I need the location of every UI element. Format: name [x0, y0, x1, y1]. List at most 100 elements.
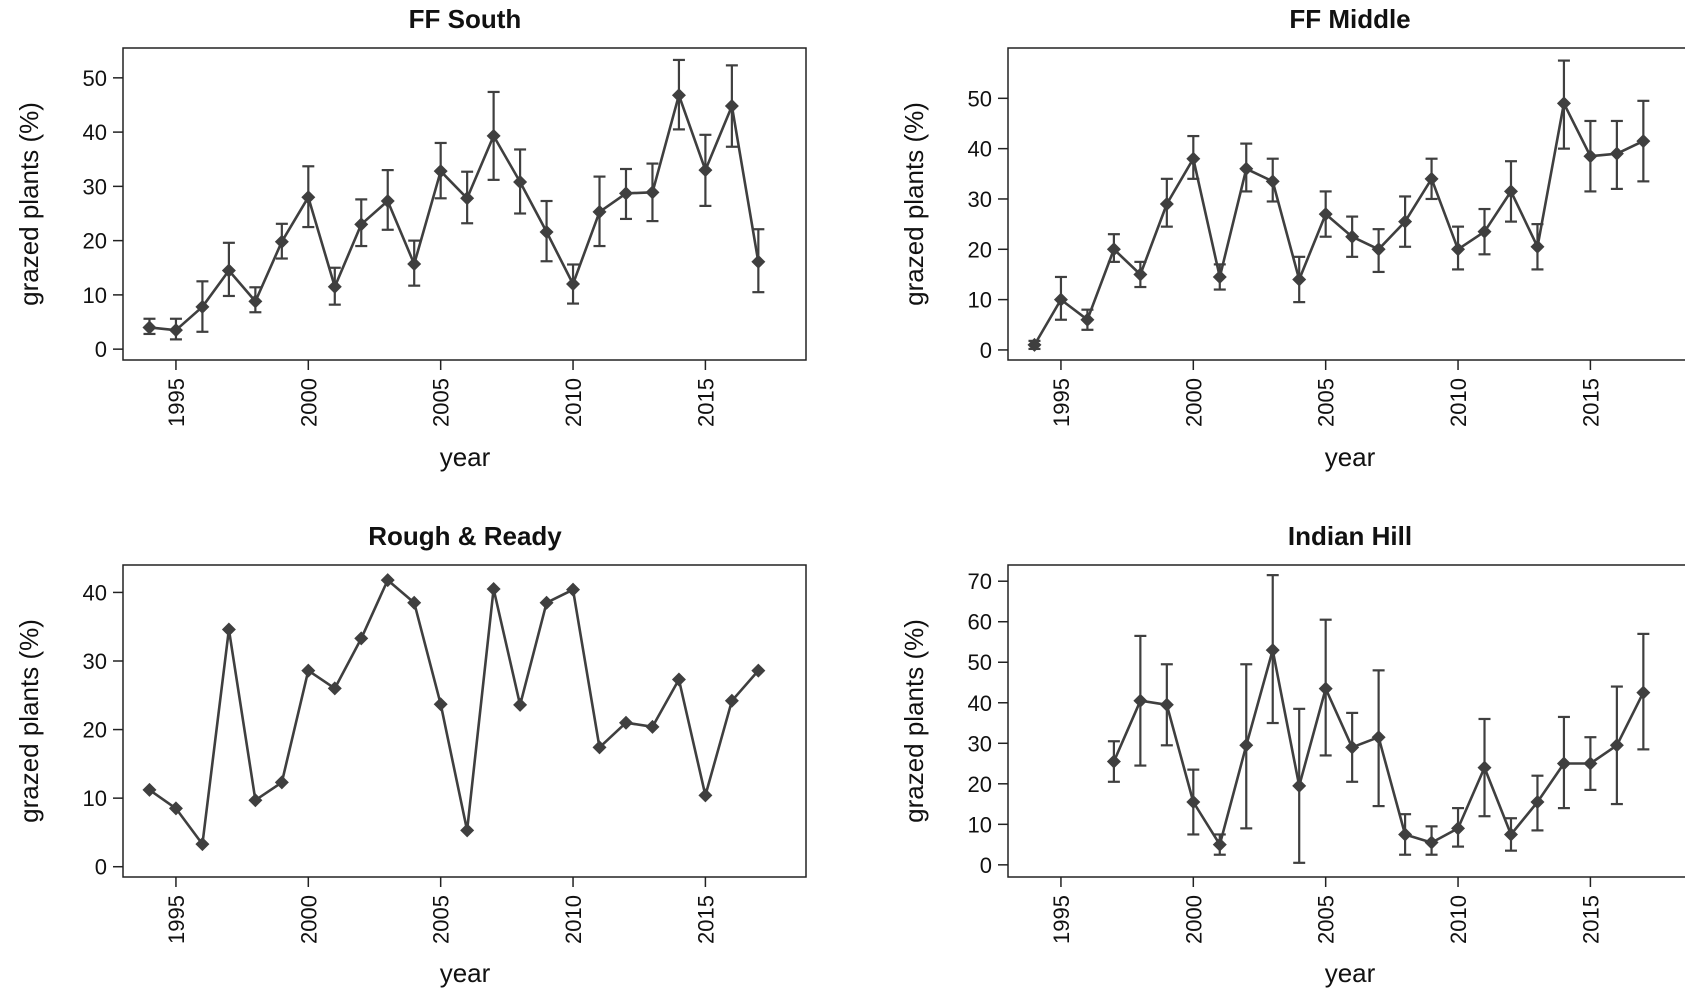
- series-layer: [142, 58, 766, 341]
- y-tick-label: 30: [83, 174, 107, 199]
- data-point: [513, 697, 528, 712]
- data-point: [1133, 693, 1148, 708]
- data-point: [1424, 835, 1439, 850]
- y-tick-label: 10: [968, 812, 992, 837]
- data-point: [1159, 697, 1174, 712]
- plot-frame: [122, 564, 807, 878]
- x-tick-label: 2010: [1446, 378, 1471, 427]
- y-tick-label: 10: [83, 283, 107, 308]
- y-tick-label: 40: [968, 691, 992, 716]
- x-axis: 1995 2000 2005 2010 2015: [164, 360, 718, 427]
- data-point: [1371, 242, 1386, 257]
- panel-rough-and-ready: Rough & Ready 1995 2000 2005 2010 2015 0 10 20…: [14, 521, 807, 988]
- y-tick-label: 20: [968, 237, 992, 262]
- data-point: [724, 693, 739, 708]
- data-point: [1530, 795, 1545, 810]
- series-layer: [142, 573, 766, 852]
- y-axis: 0 10 20 30 40 50 60 70: [968, 569, 1008, 878]
- data-point: [327, 681, 342, 696]
- x-tick-label: 2005: [1314, 895, 1339, 944]
- data-point: [1503, 184, 1518, 199]
- y-tick-label: 20: [83, 229, 107, 254]
- panel-ff-south: FF South 1995 2000 2005 2010 2015 0 10 20 30 40 5…: [14, 4, 807, 472]
- x-axis: 1995 2000 2005 2010 2015: [1049, 877, 1603, 944]
- data-point: [1292, 272, 1307, 287]
- data-point: [248, 793, 263, 808]
- data-point: [1265, 174, 1280, 189]
- data-point: [1609, 146, 1624, 161]
- data-point: [1477, 760, 1492, 775]
- data-point: [486, 128, 501, 143]
- y-tick-label: 60: [968, 610, 992, 635]
- y-tick-label: 30: [968, 731, 992, 756]
- data-point: [460, 823, 475, 838]
- data-point: [1318, 681, 1333, 696]
- x-tick-label: 1995: [164, 378, 189, 427]
- panel-indian-hill: Indian Hill 1995 2000 2005 2010 2015 0 10 20 30…: [899, 521, 1685, 988]
- x-tick-label: 2000: [1181, 895, 1206, 944]
- x-axis-label: year: [440, 958, 491, 988]
- x-tick-label: 2010: [1446, 895, 1471, 944]
- y-tick-label: 50: [968, 86, 992, 111]
- data-point: [1106, 242, 1121, 257]
- data-point: [1556, 96, 1571, 111]
- y-axis: 0 10 20 30 40: [83, 580, 123, 880]
- series-line: [148, 578, 760, 846]
- data-point: [1318, 207, 1333, 222]
- y-tick-label: 50: [968, 650, 992, 675]
- data-point: [1609, 738, 1624, 753]
- data-point: [380, 573, 395, 588]
- data-point: [1583, 149, 1598, 164]
- data-point: [1556, 756, 1571, 771]
- x-axis-label: year: [440, 442, 491, 472]
- y-tick-label: 0: [95, 337, 107, 362]
- data-point: [566, 582, 581, 597]
- data-point: [301, 663, 316, 678]
- data-point: [486, 582, 501, 596]
- data-point: [539, 224, 554, 239]
- data-point: [1239, 161, 1254, 176]
- y-tick-label: 10: [968, 288, 992, 313]
- data-point: [1159, 197, 1174, 211]
- y-axis-label: grazed plants (%): [899, 102, 929, 306]
- data-point: [618, 715, 633, 730]
- data-point: [354, 217, 369, 232]
- y-tick-label: 20: [968, 772, 992, 797]
- data-point: [407, 595, 422, 610]
- data-point: [1239, 738, 1254, 753]
- x-tick-label: 2005: [429, 378, 454, 427]
- data-point: [539, 595, 554, 610]
- data-point: [274, 775, 289, 790]
- data-point: [1398, 827, 1413, 842]
- x-tick-label: 2005: [429, 895, 454, 944]
- data-point: [671, 672, 686, 687]
- data-point: [248, 294, 263, 309]
- data-point: [142, 782, 157, 797]
- panel-ff-middle: FF Middle 1995 2000 2005 2010 2015 0 10 20 30 40…: [899, 4, 1685, 472]
- chart-title: Indian Hill: [1288, 521, 1412, 551]
- data-point: [592, 204, 607, 219]
- chart-title: Rough & Ready: [368, 521, 562, 551]
- data-point: [1636, 685, 1651, 700]
- data-point: [1371, 730, 1386, 745]
- data-point: [724, 99, 739, 114]
- data-point: [1186, 151, 1201, 166]
- data-point: [1530, 239, 1545, 254]
- data-point: [645, 185, 660, 200]
- x-tick-label: 2015: [1578, 378, 1603, 427]
- data-point: [1080, 312, 1095, 327]
- x-tick-label: 2010: [561, 895, 586, 944]
- data-point: [327, 279, 342, 294]
- data-point: [1451, 821, 1466, 836]
- x-tick-label: 1995: [164, 895, 189, 944]
- data-point: [168, 801, 183, 816]
- y-tick-label: 40: [83, 120, 107, 145]
- chart-title: FF South: [409, 4, 522, 34]
- data-point: [1133, 267, 1148, 282]
- data-point: [751, 663, 766, 678]
- series-line: [149, 93, 760, 332]
- data-point: [513, 175, 528, 190]
- data-point: [592, 740, 607, 755]
- x-axis-label: year: [1325, 958, 1376, 988]
- data-point: [195, 837, 210, 852]
